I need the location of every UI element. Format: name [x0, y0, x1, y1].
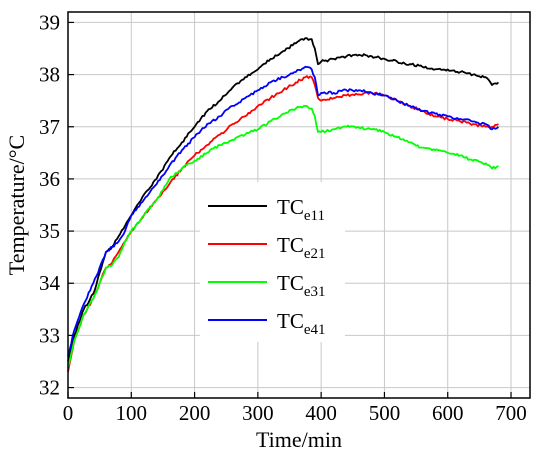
grid: [68, 12, 530, 398]
legend-label-tce11: TCe11: [277, 195, 325, 224]
series-line-tce41: [67, 65, 500, 357]
x-tick-label: 300: [242, 401, 274, 425]
y-tick-label: 33: [39, 323, 60, 347]
legend-label-sub: e21: [304, 246, 326, 262]
legend-label-tce21: TCe21: [277, 233, 326, 262]
y-tick-label: 38: [39, 63, 60, 87]
series-line-tce31: [67, 105, 499, 367]
legend-label-main: TC: [277, 271, 304, 295]
axis-ticks: 0 100 200 300 400 500 600 700 32 33 34 35 36 37 38 39: [39, 10, 527, 425]
legend-label-sub: e31: [304, 284, 326, 300]
x-tick-label: 0: [63, 401, 74, 425]
x-tick-label: 400: [305, 401, 337, 425]
legend-label-main: TC: [277, 195, 304, 219]
legend-label-tce31: TCe31: [277, 271, 326, 300]
legend-box: [200, 182, 345, 342]
y-tick-label: 35: [39, 219, 60, 243]
x-tick-label: 600: [432, 401, 464, 425]
y-axis-title: Temperature/°C: [4, 135, 29, 275]
series-lines: [67, 37, 500, 373]
legend-label-sub: e11: [304, 208, 325, 224]
legend-label-sub: e41: [304, 322, 326, 338]
y-tick-label: 37: [39, 115, 60, 139]
legend-label-tce41: TCe41: [277, 309, 326, 338]
x-tick-label: 500: [369, 401, 401, 425]
plot-frame: [67, 11, 531, 399]
x-tick-label: 200: [179, 401, 211, 425]
series-line-tce11: [67, 37, 499, 362]
y-tick-label: 32: [39, 376, 60, 400]
x-axis-title: Time/min: [256, 427, 342, 452]
legend-label-main: TC: [277, 233, 304, 257]
legend-label-main: TC: [277, 309, 304, 333]
x-tick-label: 700: [495, 401, 527, 425]
y-tick-label: 36: [39, 167, 60, 191]
y-tick-label: 39: [39, 10, 60, 34]
y-tick-label: 34: [39, 271, 61, 295]
x-tick-label: 100: [116, 401, 148, 425]
